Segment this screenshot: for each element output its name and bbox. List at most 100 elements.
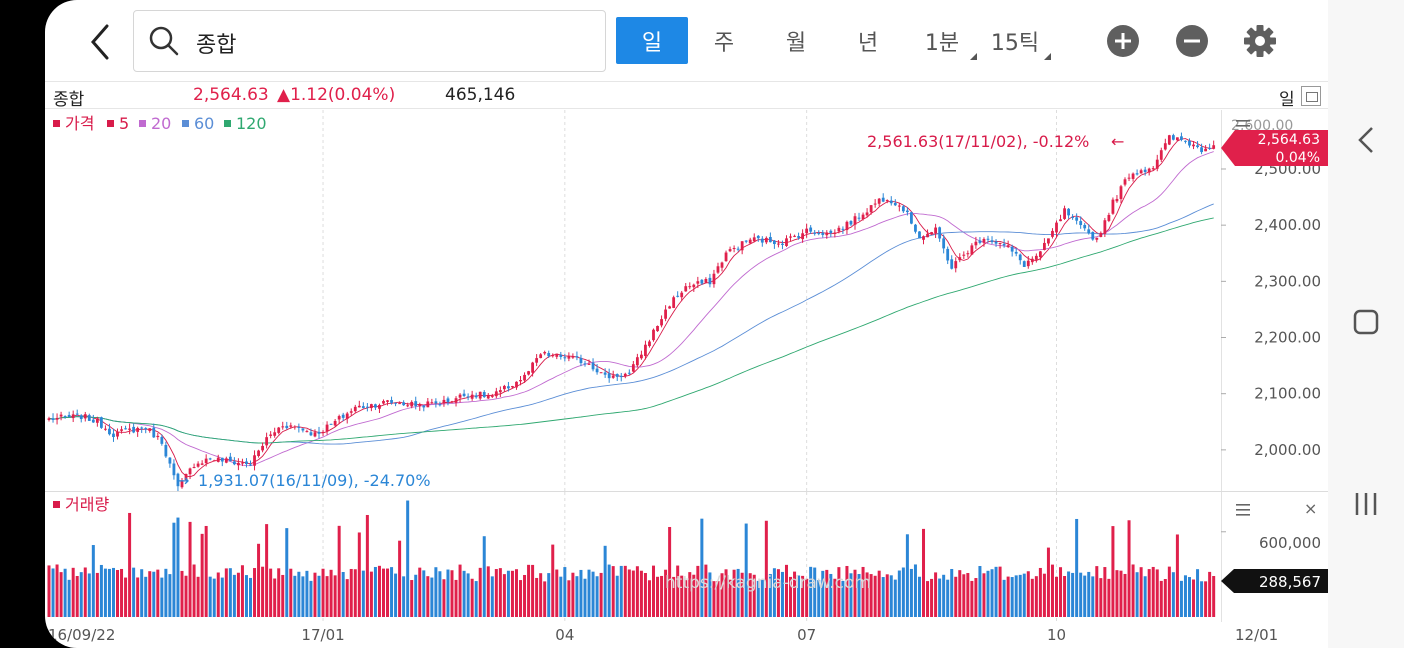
- price-chart[interactable]: 2,000.00 2,100.00 2,200.00 2,300.00 2,400.00…: [45, 110, 1328, 492]
- candle: [1030, 256, 1034, 265]
- tab-monthly[interactable]: 월: [785, 30, 807, 56]
- candle: [821, 230, 825, 238]
- tab-weekly[interactable]: 주: [713, 30, 735, 56]
- volume-bar: [797, 575, 801, 617]
- volume-bar: [361, 570, 365, 617]
- volume-chart[interactable]: https://kagnia-draw.com 거래량 × 600,000 28…: [45, 492, 1328, 622]
- candle: [301, 428, 305, 433]
- candle: [813, 229, 817, 236]
- volume-bar: [349, 568, 353, 617]
- candle: [797, 232, 800, 240]
- candle: [164, 441, 168, 458]
- volume-bar: [257, 543, 261, 617]
- volume-bar: [212, 578, 216, 617]
- zoom-in-button[interactable]: [1106, 24, 1140, 58]
- volume-bar: [724, 569, 728, 617]
- volume-bar: [377, 565, 381, 617]
- candle: [281, 421, 285, 430]
- nav-home-button[interactable]: [1328, 292, 1404, 352]
- candle: [454, 396, 458, 407]
- candle: [910, 211, 913, 225]
- settings-gear-icon[interactable]: [1243, 24, 1277, 58]
- volume-bar: [768, 574, 772, 617]
- candle: [716, 262, 720, 274]
- close-volume-icon[interactable]: ×: [1304, 499, 1317, 518]
- candle: [531, 361, 534, 377]
- candle: [450, 400, 454, 404]
- tab-minute[interactable]: 1분: [913, 17, 977, 64]
- candle: [656, 325, 659, 332]
- candle: [1155, 154, 1159, 172]
- candle: [708, 273, 712, 288]
- candle: [615, 373, 619, 381]
- candle: [1151, 165, 1155, 172]
- candle: [402, 400, 406, 406]
- volume-bar: [535, 577, 539, 617]
- candle: [740, 241, 744, 255]
- candle: [829, 229, 833, 238]
- volume-bar: [688, 572, 692, 617]
- menu-icon[interactable]: [1236, 120, 1250, 127]
- volume-bar: [974, 578, 978, 617]
- volume-bar: [204, 525, 208, 617]
- candle: [1115, 195, 1119, 203]
- volume-bar: [772, 568, 776, 617]
- volume-bar: [656, 576, 660, 617]
- candle: [63, 415, 67, 419]
- candle: [785, 235, 788, 247]
- expand-toggle-icon[interactable]: [1301, 86, 1321, 106]
- volume-bar: [591, 571, 595, 617]
- candle: [337, 414, 341, 425]
- volume-bar: [1046, 547, 1050, 617]
- search-input[interactable]: 종합: [196, 33, 237, 58]
- candle: [877, 197, 881, 207]
- volume-bar: [752, 574, 756, 617]
- volume-bar: [631, 570, 635, 617]
- candle: [156, 432, 160, 440]
- candle: [732, 245, 736, 253]
- candle: [1139, 168, 1143, 174]
- tab-daily[interactable]: 일: [616, 17, 688, 64]
- volume-bar: [120, 568, 124, 617]
- volume-bar: [595, 576, 599, 617]
- candle: [652, 328, 655, 342]
- volume-bar: [353, 569, 357, 617]
- volume-bar: [780, 571, 784, 617]
- candle: [631, 361, 635, 373]
- candle: [285, 421, 289, 430]
- volume-bar: [523, 574, 527, 617]
- volume-menu-icon[interactable]: [1236, 504, 1250, 516]
- candle: [297, 423, 301, 433]
- candle: [132, 423, 136, 434]
- legend-ma5-label: 5: [119, 114, 129, 133]
- current-price-tag-change: 0.04%: [1276, 150, 1320, 166]
- candle: [55, 413, 59, 425]
- nav-back-button[interactable]: [1328, 110, 1404, 170]
- trade-volume: 465,146: [445, 85, 516, 105]
- nav-recents-button[interactable]: [1328, 474, 1404, 534]
- candle: [1055, 220, 1058, 238]
- volume-bar: [813, 567, 817, 617]
- tab-yearly[interactable]: 년: [857, 30, 879, 56]
- volume-bar: [1042, 573, 1046, 617]
- candlestick-series: [47, 132, 1216, 492]
- candle: [1167, 134, 1171, 146]
- volume-bar: [982, 573, 986, 617]
- candle: [99, 416, 103, 429]
- tab-tick[interactable]: 15틱: [985, 17, 1051, 64]
- candle: [1022, 260, 1026, 268]
- candle: [1196, 141, 1199, 149]
- volume-bar: [297, 571, 301, 617]
- volume-bar: [446, 569, 450, 617]
- candle: [611, 370, 615, 379]
- volume-bar: [926, 581, 930, 617]
- volume-bar: [172, 522, 176, 617]
- volume-bar: [647, 580, 651, 617]
- volume-bar: [95, 572, 99, 617]
- search-box[interactable]: 종합: [133, 10, 606, 72]
- back-button[interactable]: [83, 22, 119, 62]
- zoom-out-button[interactable]: [1175, 24, 1209, 58]
- volume-legend-marker: [53, 501, 60, 508]
- volume-bar: [958, 570, 962, 617]
- current-volume-value: 288,567: [1259, 573, 1321, 591]
